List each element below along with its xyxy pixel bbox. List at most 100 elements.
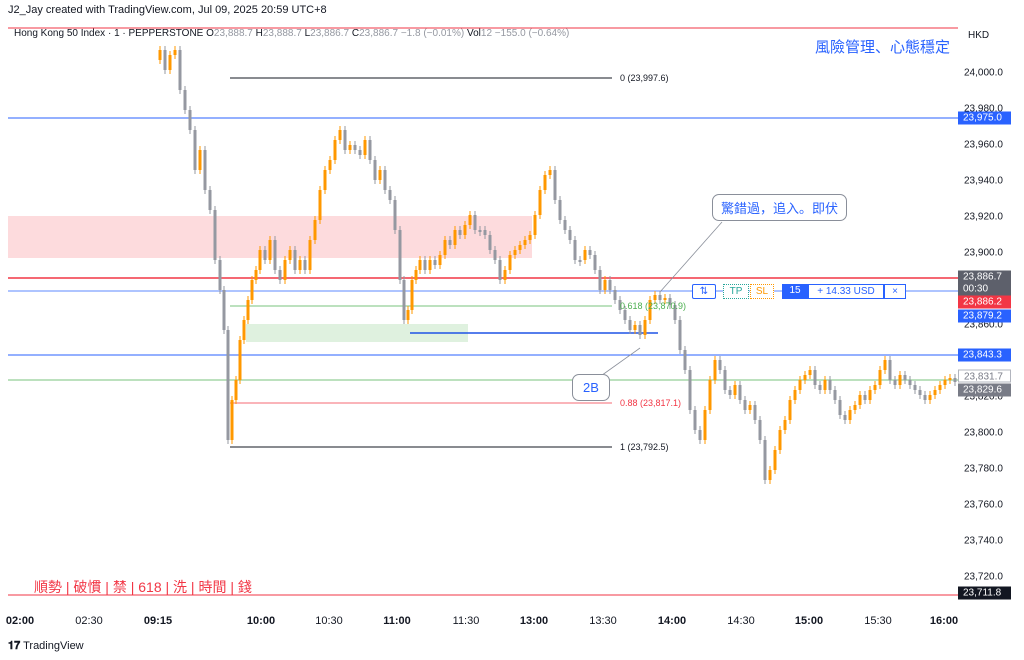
high-value: 23,888.7 <box>262 28 302 39</box>
fib-label-1: 1 (23,792.5) <box>620 442 669 452</box>
candles <box>158 46 957 484</box>
candle-body <box>293 250 297 270</box>
candle-body <box>643 320 647 335</box>
reverse-position-button[interactable]: ⇅ <box>692 284 716 299</box>
candle-body <box>493 250 497 260</box>
candle-body <box>463 225 467 235</box>
candle-body <box>673 305 677 320</box>
time-tick: 16:00 <box>929 615 959 627</box>
candle-body <box>250 280 254 300</box>
callout-2b-pointer <box>597 347 641 379</box>
candle-body <box>698 430 702 440</box>
candle-body <box>423 260 427 270</box>
candle-body <box>893 380 897 385</box>
candle-body <box>763 440 767 480</box>
candle-body <box>548 170 552 175</box>
candle-body <box>203 150 207 190</box>
price-tick: 23,740.0 <box>964 535 1003 547</box>
position-pnl[interactable]: + 14.33 USD <box>808 284 884 299</box>
candle-body <box>618 300 622 310</box>
candle-body <box>948 378 952 380</box>
candle-body <box>568 230 572 240</box>
candle-body <box>648 300 652 320</box>
fib-label-0: 0 (23,997.6) <box>620 73 669 83</box>
candle-body <box>178 50 182 90</box>
candle-body <box>723 370 727 390</box>
candle-body <box>230 400 234 440</box>
time-tick: 10:00 <box>246 615 276 627</box>
candle-body <box>578 260 582 262</box>
time-tick: 10:30 <box>315 615 343 627</box>
candle-body <box>418 260 422 270</box>
currency-label[interactable]: HKD <box>968 30 990 41</box>
last-price-badge: 23,886.7 <box>958 270 1011 284</box>
candle-body <box>168 55 172 70</box>
candle-body <box>718 360 722 370</box>
candle-body <box>498 260 502 280</box>
candle-body <box>668 298 672 305</box>
candle-body <box>388 190 392 200</box>
candle-body <box>873 385 877 390</box>
high-label: H <box>255 28 263 39</box>
candle-body <box>953 378 957 382</box>
price-tick: 23,960.0 <box>964 139 1003 151</box>
close-position-button[interactable]: × <box>884 284 906 299</box>
candle-body <box>258 250 262 270</box>
candle-body <box>523 240 527 245</box>
tradingview-logo[interactable]: 𝟏𝟕 TradingView <box>8 640 84 653</box>
price-tick: 23,760.0 <box>964 499 1003 511</box>
candle-body <box>433 260 437 265</box>
candle-body <box>803 375 807 380</box>
candle-body <box>603 280 607 290</box>
candle-body <box>406 310 410 320</box>
candle-body <box>318 190 322 220</box>
support-zone[interactable] <box>246 324 468 342</box>
candle-body <box>533 215 537 235</box>
candle-body <box>183 90 187 110</box>
candle-body <box>288 250 292 260</box>
candle-body <box>598 270 602 290</box>
time-tick: 02:00 <box>5 615 35 627</box>
candle-body <box>338 130 342 140</box>
fib-label-088: 0.88 (23,817.1) <box>620 398 682 408</box>
candle-body <box>738 385 742 400</box>
candle-body <box>473 215 477 230</box>
candle-body <box>863 395 867 400</box>
candle-body <box>303 260 307 270</box>
gray-badge-1: 23,831.7 <box>958 369 1011 383</box>
callout-missed-entry[interactable]: 驚錯過，追入。即伏 <box>712 194 848 221</box>
candle-body <box>683 350 687 370</box>
symbol-name: Hong Kong 50 Index · 1 · PEPPERSTONE <box>14 28 204 39</box>
candle-body <box>843 415 847 420</box>
candle-body <box>933 390 937 395</box>
candle-body <box>888 360 892 380</box>
time-tick: 11:00 <box>383 615 411 627</box>
candle-body <box>793 390 797 400</box>
countdown-badge: 00:30 <box>958 282 1011 296</box>
candle-body <box>503 270 507 280</box>
low-label: L <box>304 28 311 39</box>
candle-body <box>748 405 752 410</box>
symbol-legend: Hong Kong 50 Index · 1 · PEPPERSTONE O23… <box>14 28 569 39</box>
candle-body <box>393 200 397 230</box>
candle-body <box>263 250 267 260</box>
candle-body <box>438 255 442 265</box>
candle-body <box>688 370 692 410</box>
candle-body <box>788 400 792 420</box>
candle-body <box>453 230 457 245</box>
callout-2b[interactable]: 2B <box>572 374 610 401</box>
time-tick: 09:15 <box>143 615 173 627</box>
stop-loss-button[interactable]: SL <box>750 284 774 299</box>
candle-body <box>343 130 347 150</box>
candle-body <box>348 145 352 150</box>
candle-body <box>828 380 832 390</box>
candle-body <box>378 170 382 180</box>
created-by-text: J2_Jay created with TradingView.com, Jul… <box>8 4 327 16</box>
position-qty[interactable]: 15 <box>782 284 808 299</box>
vol-value: 12 <box>480 28 493 39</box>
candle-body <box>163 50 167 70</box>
take-profit-button[interactable]: TP <box>723 284 749 299</box>
candle-body <box>323 170 327 190</box>
candle-body <box>628 320 632 330</box>
